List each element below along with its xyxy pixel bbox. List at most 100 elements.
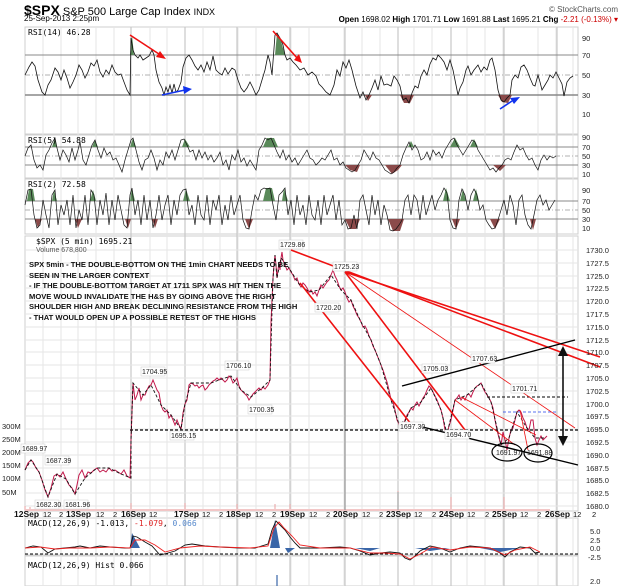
rsi5-label: RSI(5) 54.88: [28, 136, 86, 145]
svg-text:2: 2: [592, 510, 596, 519]
svg-text:2: 2: [272, 510, 276, 519]
svg-text:1717.5: 1717.5: [586, 310, 609, 319]
price-tag-1701-71: 1701.71: [512, 386, 537, 393]
svg-text:300M: 300M: [2, 422, 21, 431]
double-bottom-circle-2: [523, 443, 553, 463]
svg-text:150M: 150M: [2, 461, 21, 470]
open-label: Open: [338, 15, 360, 24]
svg-text:1690.0: 1690.0: [586, 451, 609, 460]
chg-label: Chg: [542, 15, 559, 24]
svg-text:2: 2: [219, 510, 223, 519]
svg-text:250M: 250M: [2, 435, 21, 444]
rsi5-tick-50: 50: [582, 152, 590, 161]
svg-text:12: 12: [43, 510, 51, 519]
rsi5-tick-90: 90: [582, 133, 590, 142]
svg-text:17Sep: 17Sep: [174, 509, 199, 519]
svg-text:1682.5: 1682.5: [586, 489, 609, 498]
high-label: High: [392, 15, 411, 24]
chart-datetime: 25-Sep-2013 2:25pm: [24, 14, 100, 23]
last-value: 1695.21: [511, 15, 541, 24]
date-axis: 12Sep 12 2 13Sep 12 2 16Sep 12 17Sep 12 …: [14, 509, 596, 519]
price-axis: 1730.0 1727.5 1725.0 1722.5 1720.0 1717.…: [586, 246, 609, 511]
price-tag-1687-39: 1687.39: [46, 458, 71, 465]
price-tag-1720-20: 1720.20: [316, 305, 341, 312]
price-tag-1705-03: 1705.03: [423, 366, 448, 373]
svg-text:2: 2: [432, 510, 436, 519]
svg-text:1680.0: 1680.0: [586, 502, 609, 511]
svg-text:16Sep: 16Sep: [121, 509, 146, 519]
price-tag-1725-23: 1725.23: [334, 264, 359, 271]
target-arrow: [558, 346, 568, 446]
rsi2-label: RSI(2) 72.58: [28, 180, 86, 189]
svg-text:2: 2: [113, 510, 117, 519]
svg-text:2: 2: [379, 510, 383, 519]
svg-text:1720.0: 1720.0: [586, 297, 609, 306]
svg-text:50M: 50M: [2, 488, 17, 497]
price-tag-1689-97: 1689.97: [22, 446, 47, 453]
ohlc-summary: Open 1698.02 High 1701.71 Low 1691.88 La…: [339, 15, 618, 24]
last-label: Last: [492, 15, 510, 24]
price-tag-1682-30: 1682.30: [36, 502, 61, 509]
macd-hist-label: MACD(12,26,9) Hist 0.066: [28, 561, 144, 570]
rsi14-tick-70: 70: [582, 51, 590, 60]
svg-text:1685.0: 1685.0: [586, 476, 609, 485]
rsi14-line: [24, 32, 574, 104]
price-tag-1691-88: 1691.88: [527, 450, 552, 457]
svg-text:0.0: 0.0: [590, 544, 600, 553]
annotation-line-1: SPX 5min - THE DOUBLE-BOTTOM ON THE 1min…: [29, 260, 289, 269]
svg-text:1707.5: 1707.5: [586, 361, 609, 370]
svg-text:18Sep: 18Sep: [226, 509, 251, 519]
low-label: Low: [443, 15, 460, 24]
rsi14-tick-30: 30: [582, 91, 590, 100]
svg-text:1730.0: 1730.0: [586, 246, 609, 255]
price-tag-1697-30: 1697.30: [400, 424, 425, 431]
svg-text:13Sep: 13Sep: [66, 509, 91, 519]
svg-text:12: 12: [467, 510, 475, 519]
macd-label: MACD(12,26,9) -1.013, -1.079, 0.066: [28, 519, 197, 528]
macd-signal-line: [24, 521, 541, 560]
rsi14-tick-10: 10: [582, 110, 590, 119]
annotation-line-2: SEEN IN THE LARGER CONTEXT: [29, 270, 150, 280]
price-gridlines: [25, 249, 578, 507]
svg-text:12: 12: [255, 510, 263, 519]
price-tag-1706-10: 1706.10: [226, 363, 251, 370]
open-value: 1698.02: [361, 15, 391, 24]
svg-text:1712.5: 1712.5: [586, 336, 609, 345]
rsi14-tick-50: 50: [582, 71, 590, 80]
svg-text:5.0: 5.0: [590, 527, 600, 536]
svg-text:12: 12: [362, 510, 370, 519]
low-value: 1691.88: [461, 15, 491, 24]
price-tag-1694-70: 1694.70: [446, 432, 471, 439]
price-callouts: 1689.97 1687.39 1682.30 1681.96 1704.95 …: [20, 239, 552, 510]
svg-text:19Sep: 19Sep: [280, 509, 305, 519]
svg-text:2: 2: [326, 510, 330, 519]
svg-text:1722.5: 1722.5: [586, 284, 609, 293]
rsi5-tick-10: 10: [582, 170, 590, 179]
exchange: INDX: [193, 7, 216, 17]
macd-hist-panel: MACD(12,26,9) Hist 0.066 2.0: [28, 561, 600, 586]
rsi2-tick-10: 10: [582, 224, 590, 233]
svg-text:12: 12: [149, 510, 157, 519]
svg-text:2.5: 2.5: [590, 536, 600, 545]
price-tag-1700-35: 1700.35: [249, 407, 274, 414]
rsi5-tick-70: 70: [582, 143, 590, 152]
price-tag-1691-97: 1691.97: [496, 450, 521, 457]
svg-text:25Sep: 25Sep: [492, 509, 517, 519]
annotation-line-3: - IF THE DOUBLE-BOTTOM TARGET AT 1711 SP…: [29, 281, 282, 291]
annotation-line-6: - THAT WOULD OPEN UP A POSSIBLE RETEST O…: [29, 312, 256, 322]
double-bottom-circle-1: [491, 442, 523, 462]
svg-text:200M: 200M: [2, 448, 21, 457]
price-tag-1695-15: 1695.15: [171, 433, 196, 440]
svg-text:1715.0: 1715.0: [586, 323, 609, 332]
annotation-line-5: SHOULDER HIGH AND BREAK DECLINING RESIST…: [29, 302, 298, 312]
svg-text:1710.0: 1710.0: [586, 348, 609, 357]
svg-text:1725.0: 1725.0: [586, 272, 609, 281]
annotation-line-4: MOVE WOULD INVALIDATE THE H&S BY GOING A…: [29, 291, 276, 301]
svg-text:23Sep: 23Sep: [386, 509, 411, 519]
rsi2-tick-50: 50: [582, 206, 590, 215]
svg-text:1702.5: 1702.5: [586, 387, 609, 396]
high-value: 1701.71: [412, 15, 442, 24]
svg-text:12: 12: [414, 510, 422, 519]
rsi14-oversold-fill: [365, 95, 512, 103]
svg-text:1687.5: 1687.5: [586, 464, 609, 473]
